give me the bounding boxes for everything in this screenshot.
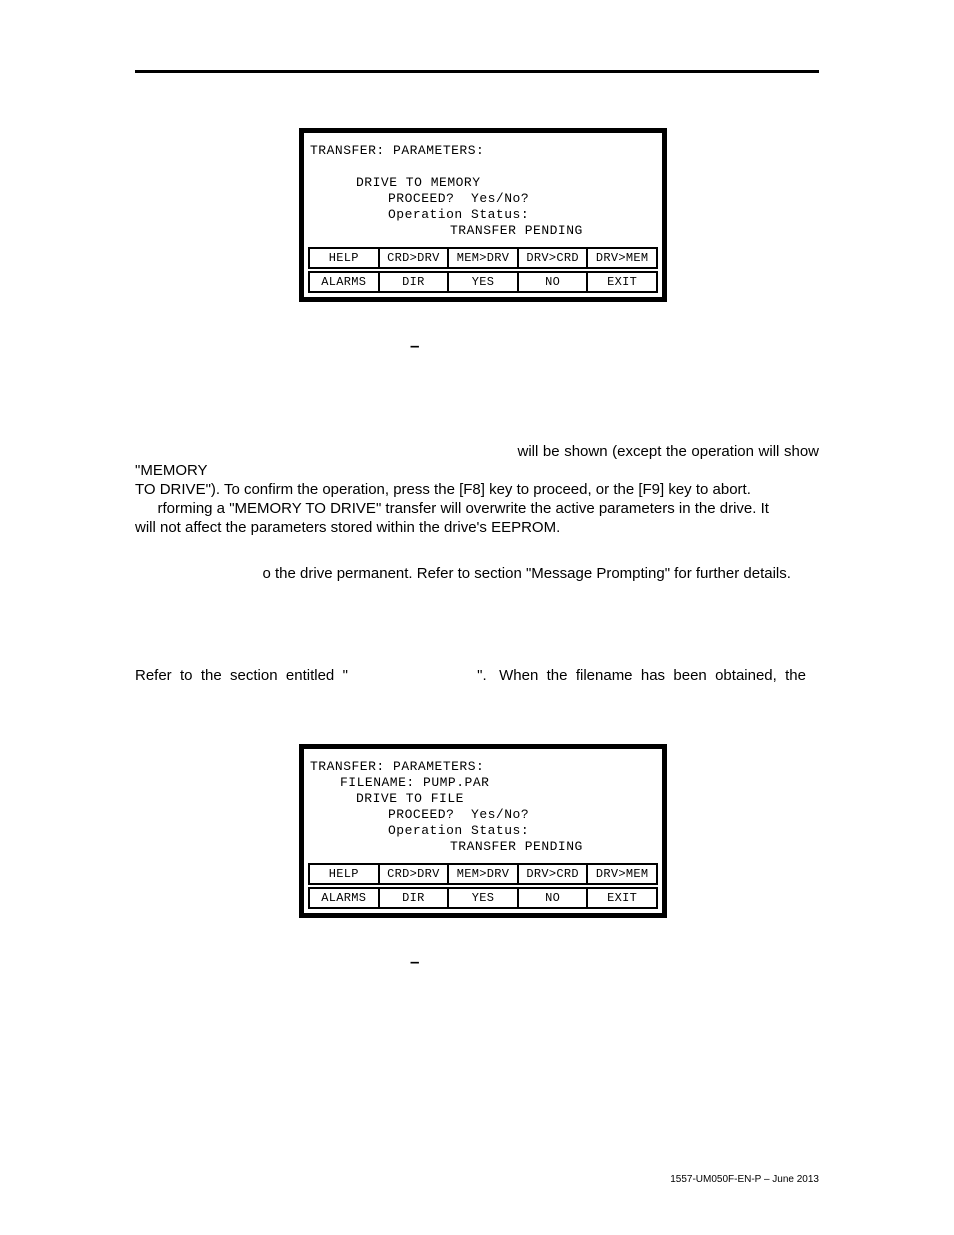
footer-text: 1557-UM050F-EN-P – June 2013: [670, 1174, 819, 1185]
alarms-button[interactable]: ALARMS: [308, 271, 380, 293]
p1-line-a: xxxxxxxxxxxxxxxxxxxxxxxxxxxxxxxxxxxxxxxx…: [135, 442, 819, 480]
page: TRANSFER: PARAMETERS: DRIVE TO MEMORY PR…: [0, 0, 954, 1235]
t1-line4: TRANSFER PENDING: [310, 223, 656, 239]
mem-drv-button[interactable]: MEM>DRV: [447, 247, 519, 269]
p1-line-b: TO DRIVE"). To confirm the operation, pr…: [135, 480, 819, 499]
mem-drv-button-2[interactable]: MEM>DRV: [447, 863, 519, 885]
t1-line3: Operation Status:: [310, 207, 656, 223]
p1-line-c: xxxrforming a "MEMORY TO DRIVE" transfer…: [135, 499, 819, 518]
paragraph-1: xxxxxxxxxxxxxxxxxxxxxxxxxxxxxxxxxxxxxxxx…: [135, 442, 819, 537]
crd-drv-button-2[interactable]: CRD>DRV: [378, 863, 450, 885]
crd-drv-button[interactable]: CRD>DRV: [378, 247, 450, 269]
terminal-1-body: TRANSFER: PARAMETERS: DRIVE TO MEMORY PR…: [304, 133, 662, 245]
yes-button-2[interactable]: YES: [447, 887, 519, 909]
t1-line2: PROCEED? Yes/No?: [310, 191, 656, 207]
t1-row2: ALARMS DIR YES NO EXIT: [308, 271, 658, 293]
t2-line1: DRIVE TO FILE: [310, 791, 656, 807]
drv-mem-button-2[interactable]: DRV>MEM: [586, 863, 658, 885]
t2-button-rows: HELP CRD>DRV MEM>DRV DRV>CRD DRV>MEM ALA…: [304, 863, 662, 913]
t2-row1: HELP CRD>DRV MEM>DRV DRV>CRD DRV>MEM: [308, 863, 658, 885]
no-button-2[interactable]: NO: [517, 887, 589, 909]
terminal-2-body: TRANSFER: PARAMETERS: FILENAME: PUMP.PAR…: [304, 749, 662, 861]
no-button[interactable]: NO: [517, 271, 589, 293]
p1-line-d: will not affect the parameters stored wi…: [135, 518, 819, 537]
header-rule: [135, 70, 819, 73]
t2-line3: Operation Status:: [310, 823, 656, 839]
t1-button-rows: HELP CRD>DRV MEM>DRV DRV>CRD DRV>MEM ALA…: [304, 247, 662, 297]
help-button-2[interactable]: HELP: [308, 863, 380, 885]
figure-caption-dash-2: –: [410, 952, 419, 972]
t2-line2: PROCEED? Yes/No?: [310, 807, 656, 823]
t2-row2: ALARMS DIR YES NO EXIT: [308, 887, 658, 909]
drv-crd-button-2[interactable]: DRV>CRD: [517, 863, 589, 885]
dir-button-2[interactable]: DIR: [378, 887, 450, 909]
p1-text-a: will be shown (except the operation will…: [135, 443, 819, 479]
drv-crd-button[interactable]: DRV>CRD: [517, 247, 589, 269]
yes-button[interactable]: YES: [447, 271, 519, 293]
terminal-screen-2: TRANSFER: PARAMETERS: FILENAME: PUMP.PAR…: [299, 744, 667, 918]
alarms-button-2[interactable]: ALARMS: [308, 887, 380, 909]
p2-text: o the drive permanent. Refer to section …: [263, 565, 791, 582]
t1-header: TRANSFER: PARAMETERS:: [310, 143, 656, 159]
t2-line0: FILENAME: PUMP.PAR: [310, 775, 656, 791]
t2-header: TRANSFER: PARAMETERS:: [310, 759, 656, 775]
exit-button[interactable]: EXIT: [586, 271, 658, 293]
terminal-screen-1: TRANSFER: PARAMETERS: DRIVE TO MEMORY PR…: [299, 128, 667, 302]
help-button[interactable]: HELP: [308, 247, 380, 269]
figure-caption-dash-1: –: [410, 336, 419, 356]
exit-button-2[interactable]: EXIT: [586, 887, 658, 909]
t1-line1: DRIVE TO MEMORY: [310, 175, 656, 191]
t1-row1: HELP CRD>DRV MEM>DRV DRV>CRD DRV>MEM: [308, 247, 658, 269]
t2-line4: TRANSFER PENDING: [310, 839, 656, 855]
paragraph-2: xxxxxxxxxxxxxxxxxo the drive permanent. …: [135, 564, 819, 583]
dir-button[interactable]: DIR: [378, 271, 450, 293]
drv-mem-button[interactable]: DRV>MEM: [586, 247, 658, 269]
p1-text-c: rforming a "MEMORY TO DRIVE" transfer wi…: [158, 500, 769, 517]
paragraph-3: Refer to the section entitled " ". When …: [135, 666, 819, 685]
t1-blank: [310, 159, 656, 175]
